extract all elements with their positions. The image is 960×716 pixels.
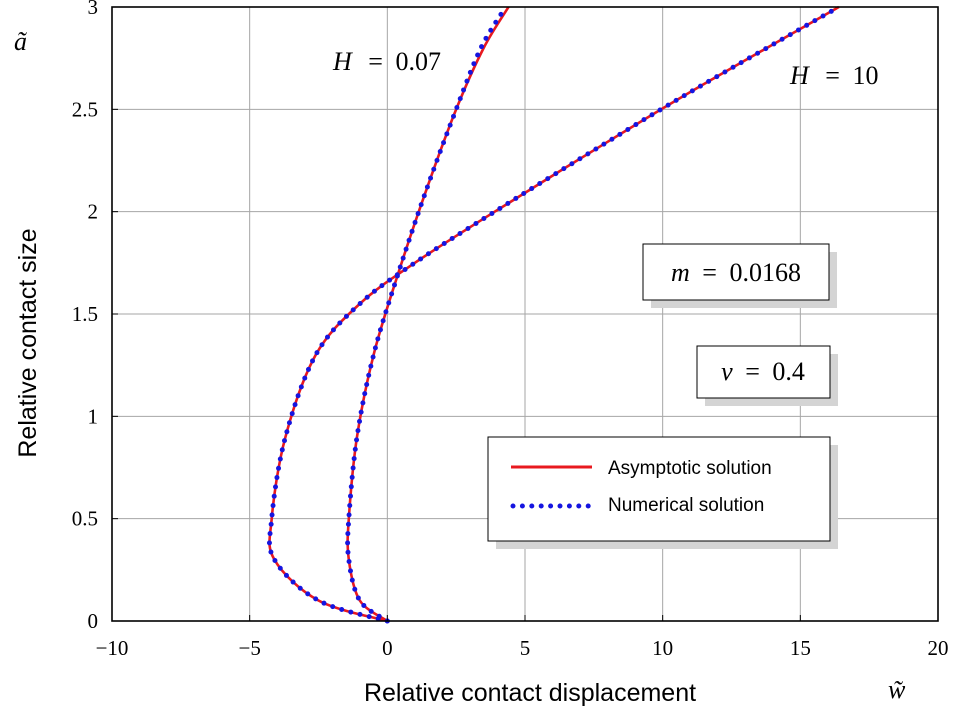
x-tick-label: 15	[790, 636, 811, 660]
y-tick-label: 1.5	[72, 302, 98, 326]
annotation-h-low-val: 0.07	[395, 47, 441, 76]
annotation-h-high-val: 10	[852, 61, 878, 90]
legend-box	[487, 436, 831, 542]
y-tick-label: 1	[88, 404, 99, 428]
y-axis-ticks: 0 0.5 1 1.5 2 2.5 3	[72, 0, 118, 633]
x-tick-label: 0	[382, 636, 393, 660]
x-tick-label: 5	[520, 636, 531, 660]
annotation-h-low: H = 0.07	[332, 47, 441, 76]
y-tick-label: 0.5	[72, 507, 98, 531]
param-nu-val: 0.4	[772, 357, 805, 386]
legend-label-numerical: Numerical solution	[608, 495, 764, 516]
curves	[266, 4, 842, 624]
param-m-text: m = 0.0168	[671, 258, 801, 287]
legend: Asymptotic solution Numerical solution	[487, 436, 838, 549]
y-axis-symbol: ã	[14, 27, 27, 56]
param-nu-box	[696, 345, 831, 399]
annotation-h-high: H = 10	[789, 61, 878, 90]
x-tick-label: −5	[238, 636, 260, 660]
x-tick-label: 10	[652, 636, 673, 660]
param-nu-var: ν	[721, 357, 733, 386]
legend-label-asymptotic: Asymptotic solution	[608, 458, 772, 479]
y-axis-title: Relative contact size	[14, 228, 42, 457]
x-axis-ticks: −10 −5 0 5 10 15 20	[96, 615, 949, 660]
x-tick-label: −10	[96, 636, 129, 660]
y-tick-label: 2.5	[72, 97, 98, 121]
y-tick-label: 2	[88, 200, 99, 224]
annotation-h-high-var: H	[789, 61, 810, 90]
annotation-h-low-var: H	[332, 47, 353, 76]
numerical-curve-h-high	[266, 4, 842, 624]
numerical-curve-h-low	[345, 4, 509, 624]
param-nu-text: ν = 0.4	[721, 357, 805, 386]
y-tick-label: 0	[88, 609, 99, 633]
annotation-h-high-eq: =	[825, 61, 840, 90]
param-m-box	[642, 243, 830, 301]
x-tick-label: 20	[928, 636, 949, 660]
param-nu-eq: =	[745, 357, 760, 386]
y-tick-label: 3	[88, 0, 99, 19]
annotation-h-low-eq: =	[368, 47, 383, 76]
param-m-val: 0.0168	[729, 258, 801, 287]
param-m-eq: =	[702, 258, 717, 287]
x-axis-title: Relative contact displacement	[364, 679, 696, 707]
x-axis-symbol: w̃	[888, 675, 906, 704]
param-m-var: m	[671, 258, 690, 287]
